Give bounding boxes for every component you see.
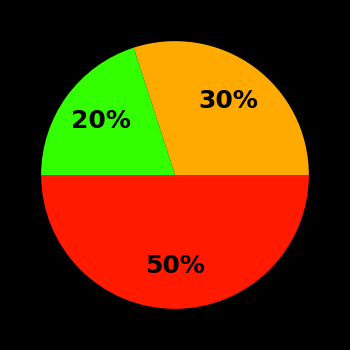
Wedge shape xyxy=(41,175,309,309)
Text: 50%: 50% xyxy=(145,254,205,278)
Wedge shape xyxy=(134,41,309,175)
Text: 30%: 30% xyxy=(199,89,259,113)
Wedge shape xyxy=(41,48,175,175)
Text: 20%: 20% xyxy=(71,109,131,133)
